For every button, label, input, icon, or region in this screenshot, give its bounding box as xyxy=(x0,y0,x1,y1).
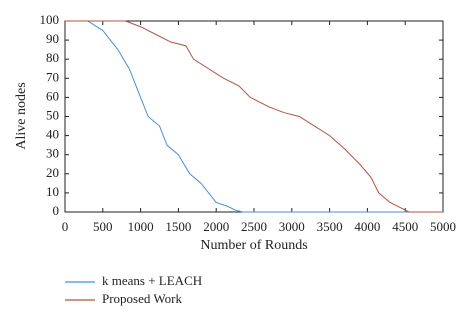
y-tick-label: 40 xyxy=(46,127,59,142)
y-tick-label: 60 xyxy=(46,88,59,103)
x-tick-label: 4500 xyxy=(392,219,418,234)
y-tick-label: 30 xyxy=(46,146,59,161)
x-tick-label: 1000 xyxy=(128,219,154,234)
series-line xyxy=(65,20,443,213)
y-tick-label: 90 xyxy=(46,31,59,46)
y-tick-label: 80 xyxy=(46,50,59,65)
y-tick-label: 100 xyxy=(40,12,60,27)
x-tick-label: 4000 xyxy=(354,219,380,234)
y-axis-label: Alive nodes xyxy=(14,82,29,149)
legend-label: Proposed Work xyxy=(102,291,182,306)
y-tick-label: 70 xyxy=(46,69,59,84)
x-tick-label: 1500 xyxy=(165,219,191,234)
y-tick-label: 50 xyxy=(46,107,59,122)
y-tick-label: 20 xyxy=(46,165,59,180)
x-tick-label: 2500 xyxy=(241,219,267,234)
series-line xyxy=(65,20,443,213)
x-tick-label: 500 xyxy=(93,219,113,234)
x-axis-label: Number of Rounds xyxy=(200,238,307,253)
x-tick-label: 2000 xyxy=(203,219,229,234)
x-tick-label: 5000 xyxy=(430,219,456,234)
legend-label: k means + LEACH xyxy=(102,273,202,288)
y-tick-label: 0 xyxy=(53,203,60,218)
plot-frame xyxy=(64,20,444,213)
y-tick-label: 10 xyxy=(46,184,59,199)
x-tick-label: 0 xyxy=(62,219,69,234)
x-tick-label: 3000 xyxy=(279,219,305,234)
x-tick-label: 3500 xyxy=(317,219,343,234)
